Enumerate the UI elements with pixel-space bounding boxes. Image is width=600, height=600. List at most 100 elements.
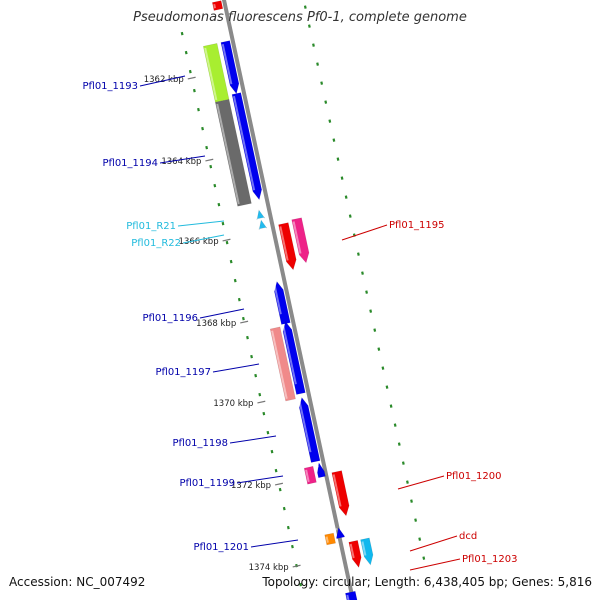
- gene-pfl01-1195-a: [278, 222, 297, 271]
- ruler-dash: [266, 430, 270, 435]
- gene-pfl01-1195-b: [291, 217, 310, 264]
- leader-line: [236, 475, 284, 484]
- ruler-dash: [197, 107, 200, 112]
- ruler-dash: [340, 176, 344, 180]
- gene-pfl01-1203: [360, 537, 374, 566]
- ruler-label: 1368 kbp: [196, 319, 236, 329]
- ruler-dash: [307, 24, 311, 28]
- ruler-dash: [242, 316, 245, 321]
- gene-pfl01-r21: [256, 209, 266, 220]
- ruler-dash: [422, 556, 426, 560]
- gene-pfl01-1196-highlight: [273, 283, 282, 315]
- ruler-dash: [209, 164, 213, 169]
- ruler-dash: [221, 221, 225, 226]
- ruler-tick: [222, 238, 231, 242]
- leader-line: [159, 155, 206, 164]
- leader-line: [397, 475, 445, 490]
- ruler-dash: [217, 202, 221, 207]
- gene-pfl01-r22: [258, 219, 268, 230]
- ruler-dash: [397, 442, 401, 446]
- ruler-dash: [410, 499, 413, 503]
- ruler-dash: [336, 157, 340, 161]
- ruler-dash: [328, 119, 332, 123]
- genome-summary: Topology: circular; Length: 6,438,405 bp…: [262, 575, 592, 589]
- gene-pfl01-r22-highlight: [257, 218, 261, 223]
- ruler-dash: [278, 487, 282, 492]
- gene-bottom-partial: [345, 590, 358, 600]
- gene-label: Pfl01_1195: [389, 220, 445, 231]
- ruler-label: 1374 kbp: [249, 563, 289, 573]
- ruler-dash: [320, 81, 324, 85]
- ruler-label: 1372 kbp: [231, 481, 271, 491]
- ruler-dash: [282, 506, 286, 511]
- gene-pfl01-1198: [298, 396, 321, 463]
- gene-pfl01-1194-arrow-highlight: [232, 95, 256, 191]
- ruler-dash: [348, 214, 352, 218]
- ruler-dash: [369, 309, 373, 313]
- gene-pfl01-1197-arrow-highlight: [281, 323, 297, 385]
- gene-pfl01-1197-cds-highlight: [271, 330, 288, 399]
- ruler-dash: [270, 449, 274, 454]
- ruler-dash: [377, 347, 381, 351]
- gene-top-partial: [211, 0, 224, 11]
- ruler-dash: [361, 271, 364, 275]
- ruler-dash: [303, 5, 307, 9]
- ruler-dash: [418, 537, 422, 541]
- gene-pfl01-1195-a-highlight: [279, 226, 289, 261]
- gene-pfl01-1200: [331, 470, 350, 517]
- gene-dcd-highlight: [349, 543, 355, 559]
- ruler-dash: [250, 354, 253, 359]
- ruler-dash: [373, 328, 377, 332]
- gene-bottom-partial-highlight: [346, 594, 350, 600]
- gene-pfl01-1195-b-highlight: [292, 221, 302, 254]
- ruler-label: 1370 kbp: [213, 399, 253, 409]
- ruler-dash: [381, 366, 385, 370]
- ruler-dash: [385, 385, 389, 389]
- ruler-dash: [237, 297, 241, 302]
- gene-pfl01-1201-cds: [324, 532, 336, 546]
- leader-line: [182, 234, 225, 244]
- ruler-dash: [316, 62, 319, 66]
- gene-label: Pfl01_1197: [155, 367, 211, 378]
- gene-pfl01-1194-cds-highlight: [216, 103, 240, 205]
- gene-pfl01-1197-arrow: [282, 320, 306, 395]
- ruler-dash: [188, 69, 192, 74]
- ruler-tick: [187, 76, 196, 80]
- ruler-dash: [192, 88, 196, 93]
- ruler-tick: [292, 564, 301, 568]
- ruler-tick: [257, 400, 266, 404]
- leader-line: [212, 363, 260, 373]
- leader-line: [341, 224, 388, 241]
- ruler-dash: [213, 183, 217, 188]
- gene-pfl01-1198-highlight: [298, 399, 312, 453]
- ruler-dash: [291, 544, 294, 549]
- ruler-dash: [406, 480, 409, 484]
- gene-label: dcd: [459, 531, 477, 542]
- map-title: Pseudomonas fluorescens Pf0-1, complete …: [133, 10, 467, 25]
- gene-top-partial-highlight: [213, 3, 217, 9]
- ruler-dash: [365, 290, 368, 294]
- gene-pfl01-1200-highlight: [332, 474, 342, 507]
- ruler-dash: [258, 392, 262, 397]
- gene-pfl01-1199-cds-highlight: [305, 469, 310, 483]
- gene-label: Pfl01_R21: [126, 221, 176, 232]
- ruler-dash: [180, 31, 184, 36]
- ruler-dash: [324, 100, 328, 104]
- gene-pfl01-1196: [274, 280, 291, 325]
- ruler-dash: [393, 423, 397, 427]
- leader-line: [409, 558, 461, 571]
- gene-label: Pfl01_1196: [142, 313, 198, 324]
- ruler-dash: [225, 240, 229, 245]
- gene-pfl01-r21-highlight: [255, 208, 258, 213]
- gene-pfl01-1193-arrow-highlight: [221, 43, 233, 85]
- ruler-label: 1362 kbp: [144, 75, 184, 85]
- ruler-dash: [229, 259, 233, 264]
- ruler-dash: [299, 582, 302, 587]
- ruler-label: 1364 kbp: [161, 157, 201, 167]
- gene-pfl01-1194-cds: [214, 99, 252, 207]
- ruler-dash: [401, 461, 405, 465]
- ruler-dash: [274, 468, 278, 473]
- gene-pfl01-1197-cds: [269, 326, 296, 402]
